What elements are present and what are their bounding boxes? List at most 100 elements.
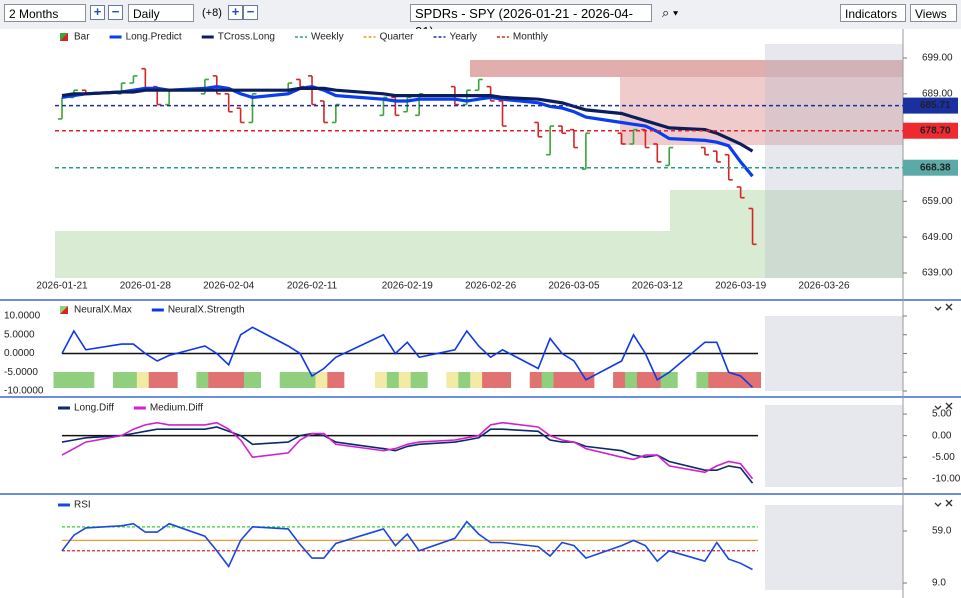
legend-label: Monthly [513, 32, 548, 43]
search-icon[interactable]: ⌕ ▾ [662, 5, 679, 20]
neuralx-block [243, 372, 261, 388]
legend-label: Weekly [311, 32, 344, 43]
legend-label: Yearly [449, 32, 476, 43]
y-tick-label: -10.00 [932, 473, 961, 484]
neuralx-block [410, 372, 428, 388]
y-tick-label: 10.0000 [4, 311, 41, 322]
ohlc-bar [534, 121, 543, 138]
legend-label: RSI [74, 500, 91, 511]
y-tick-label: 649.00 [922, 232, 953, 243]
y-tick-label: -5.00 [932, 452, 955, 463]
ohlc-bar [569, 128, 578, 149]
y-tick-label: 699.00 [922, 53, 953, 64]
indicators-button[interactable]: Indicators [840, 4, 906, 22]
series-line [61, 326, 754, 388]
ohlc-bar [415, 93, 424, 117]
toolbar: 2 Months + − Daily (+8) + − SPDRs - SPY … [0, 0, 961, 39]
y-tick-label: 9.0 [932, 578, 946, 589]
level-label: 685.71 [920, 100, 951, 111]
forecast-zone [765, 44, 903, 278]
resistance-zone [620, 77, 903, 145]
series-line [61, 86, 754, 153]
legend-label: NeuralX.Max [74, 305, 132, 316]
ohlc-bar [581, 132, 590, 170]
y-tick-label: 659.00 [922, 196, 953, 207]
neuralx-block [327, 372, 345, 388]
y-tick-label: 5.0000 [4, 329, 35, 340]
neuralx-block [744, 372, 762, 388]
neuralx-block [494, 372, 512, 388]
ohlc-bar [558, 125, 567, 135]
ohlc-bar [129, 75, 138, 84]
level-badge [903, 122, 958, 139]
range-select[interactable]: 2 Months [4, 4, 86, 22]
y-tick-label: 0.0000 [4, 348, 35, 359]
ohlc-bar [617, 132, 626, 145]
x-tick-label: 2026-01-28 [120, 281, 172, 292]
y-tick-label: 689.00 [922, 88, 953, 99]
y-tick-label: 5.00 [932, 409, 952, 420]
x-tick-label: 2026-03-19 [715, 281, 767, 292]
x-tick-label: 2026-02-04 [203, 281, 255, 292]
neuralx-block [77, 372, 95, 388]
ohlc-bar [224, 93, 233, 113]
ohlc-bar [319, 100, 328, 124]
x-tick-label: 2026-01-21 [36, 281, 88, 292]
x-tick-label: 2026-02-19 [382, 281, 434, 292]
y-tick-label: 639.00 [922, 268, 953, 279]
legend-label: TCross.Long [218, 32, 275, 43]
series-line [61, 426, 754, 484]
ohlc-bar [665, 146, 674, 167]
x-tick-label: 2026-03-12 [632, 281, 684, 292]
series-line [61, 421, 754, 480]
y-tick-label: -5.0000 [4, 367, 38, 378]
ohlc-bar [331, 103, 340, 124]
y-tick-label: -10.0000 [4, 386, 44, 397]
legend-label: NeuralX.Strength [168, 305, 245, 316]
ohlc-bar [498, 100, 507, 127]
x-tick-label: 2026-02-26 [465, 281, 517, 292]
ohlc-bar [748, 207, 757, 246]
level-badge [903, 159, 958, 176]
ohlc-bar [736, 186, 745, 199]
zoom-in[interactable]: + [90, 5, 105, 20]
views-button[interactable]: Views [910, 4, 957, 22]
legend-swatch [60, 33, 68, 41]
ohlc-bar [712, 150, 721, 163]
level-label: 678.70 [920, 125, 951, 136]
interval-select[interactable]: Daily [128, 4, 194, 22]
ohlc-bar [546, 125, 555, 156]
resistance-zone [470, 60, 903, 77]
offset-plus[interactable]: + [228, 5, 243, 20]
ohlc-bar [474, 78, 483, 92]
legend-swatch [60, 306, 68, 314]
legend-label: Long.Predict [126, 32, 182, 43]
symbol-title[interactable]: SPDRs - SPY (2026-01-21 - 2026-04-01) [410, 4, 652, 39]
offset: (+8) [202, 7, 222, 19]
legend-label: Bar [74, 32, 90, 43]
support-zone [55, 231, 903, 278]
panel-controls[interactable] [934, 303, 953, 507]
y-tick-label: 59.0 [932, 526, 952, 537]
ohlc-bar [700, 146, 709, 156]
level-label: 668.38 [920, 162, 951, 173]
legend-label: Long.Diff [74, 403, 114, 414]
support-zone [670, 190, 903, 231]
level-badge [903, 97, 958, 114]
neuralx-block [660, 372, 678, 388]
series-line [61, 520, 753, 571]
ohlc-bar [629, 128, 638, 145]
ohlc-bar [236, 107, 245, 124]
chart-area: 639.00 649.00 659.00 689.00 699.00 2026-01-21… [0, 29, 961, 598]
forecast-zone [765, 405, 903, 487]
ohlc-bar [308, 75, 317, 106]
ohlc-bar [641, 128, 650, 149]
offset-minus[interactable]: − [243, 5, 258, 20]
forecast-zone [765, 316, 903, 391]
ohlc-bar [653, 143, 662, 163]
x-tick-label: 2026-03-05 [548, 281, 600, 292]
forecast-zone [765, 505, 903, 590]
x-tick-label: 2026-02-11 [287, 281, 338, 292]
zoom-out[interactable]: − [108, 5, 123, 20]
